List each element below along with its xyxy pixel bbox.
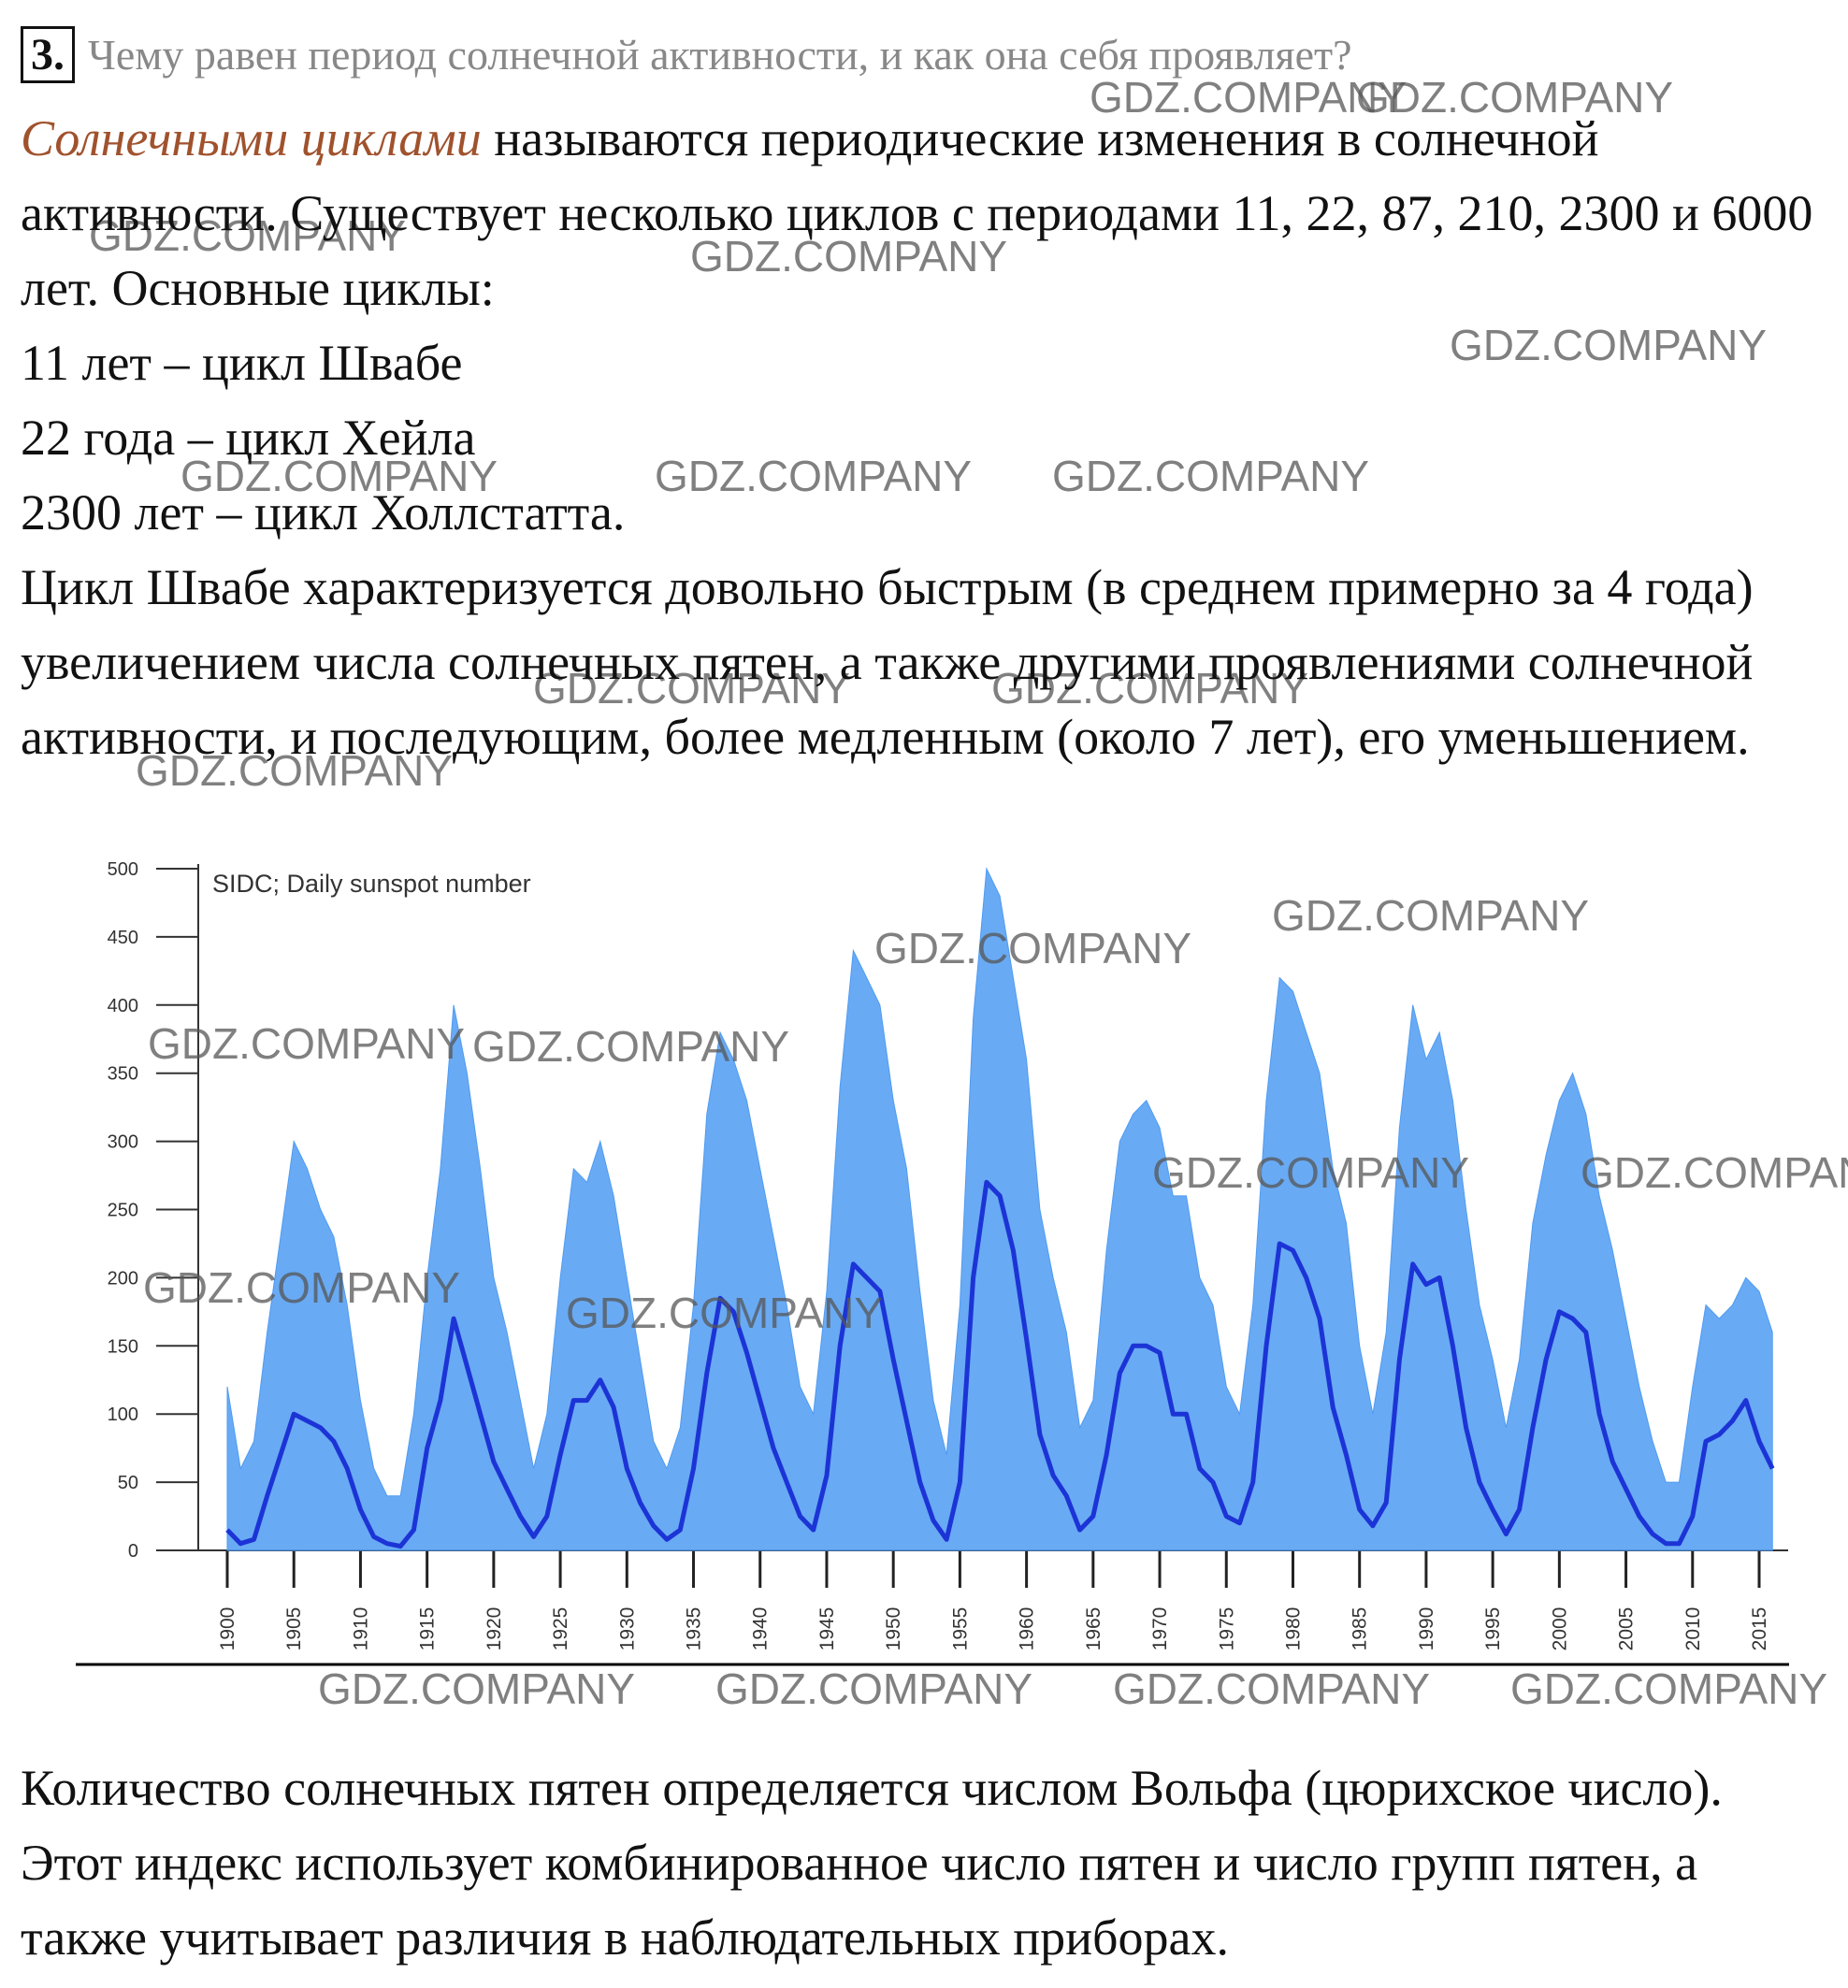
watermark: GDZ.COMPANY: [1272, 891, 1589, 940]
watermark: GDZ.COMPANY: [318, 1664, 635, 1713]
x-tick-label: 2010: [1682, 1607, 1704, 1651]
x-tick-label: 1955: [949, 1607, 971, 1651]
question-text: Чему равен период солнечной активности, …: [88, 31, 1352, 79]
x-tick-label: 1980: [1282, 1607, 1304, 1651]
watermark: GDZ.COMPANY: [874, 924, 1191, 972]
paragraph: Цикл Швабе характеризуется довольно быст…: [21, 559, 1754, 765]
watermark: GDZ.COMPANY: [566, 1289, 883, 1337]
x-tick-label: 1905: [283, 1607, 305, 1651]
watermark: GDZ.COMPANY: [180, 452, 498, 500]
watermark: GDZ.COMPANY: [655, 452, 972, 500]
watermark: GDZ.COMPANY: [533, 664, 850, 713]
paragraph-text: называются периодические изменения в сол…: [21, 110, 1813, 316]
x-tick-label: 1960: [1017, 1607, 1038, 1651]
x-tick-label: 1950: [883, 1607, 904, 1651]
x-tick-label: 1900: [217, 1607, 238, 1651]
y-tick-label: 450: [108, 928, 138, 948]
watermark: GDZ.COMPANY: [136, 746, 453, 795]
paragraph: Солнечными циклами называются периодичес…: [21, 101, 1826, 325]
watermark: GDZ.COMPANY: [1510, 1664, 1827, 1713]
watermark: GDZ.COMPANY: [1581, 1148, 1848, 1197]
x-tick-label: 1910: [350, 1607, 371, 1651]
y-tick-label: 500: [108, 859, 138, 880]
x-tick-label: 1920: [484, 1607, 505, 1651]
x-tick-label: 1930: [616, 1607, 638, 1651]
y-tick-label: 300: [108, 1132, 138, 1153]
watermark: GDZ.COMPANY: [148, 1019, 465, 1068]
x-tick-label: 2015: [1749, 1607, 1770, 1651]
watermark: GDZ.COMPANY: [715, 1664, 1032, 1713]
x-tick-label: 1985: [1350, 1607, 1371, 1651]
smoothed-line: [225, 1179, 1775, 1549]
watermark: GDZ.COMPANY: [1450, 321, 1767, 369]
chart-title: SIDC; Daily sunspot number: [212, 870, 531, 898]
x-tick-label: 1990: [1416, 1607, 1437, 1651]
paragraph: 22 года – цикл Хейла: [21, 410, 476, 466]
watermark: GDZ.COMPANY: [1052, 452, 1369, 500]
paragraph: 11 лет – цикл Швабе: [21, 335, 463, 391]
y-tick-label: 150: [108, 1336, 138, 1357]
y-tick-label: 400: [108, 996, 138, 1016]
x-tick-label: 1945: [816, 1607, 838, 1651]
question: 3. Чему равен период солнечной активност…: [21, 26, 1352, 83]
question-number: 3.: [21, 26, 75, 83]
daily-area: [226, 867, 1773, 1551]
y-tick-label: 0: [128, 1541, 138, 1562]
watermark: GDZ.COMPANY: [1113, 1664, 1430, 1713]
x-tick-label: 1995: [1482, 1607, 1504, 1651]
term: Солнечными циклами: [21, 110, 482, 166]
watermark: GDZ.COMPANY: [1152, 1148, 1469, 1197]
x-tick-label: 1935: [684, 1607, 705, 1651]
x-tick-label: 1965: [1083, 1607, 1104, 1651]
y-tick-label: 250: [108, 1201, 138, 1221]
watermark: GDZ.COMPANY: [472, 1022, 789, 1071]
y-tick-label: 200: [108, 1268, 138, 1289]
watermark: GDZ.COMPANY: [89, 211, 406, 260]
watermark: GDZ.COMPANY: [143, 1263, 460, 1312]
watermark: GDZ.COMPANY: [991, 664, 1308, 713]
x-tick-label: 2000: [1549, 1607, 1570, 1651]
paragraph: 2300 лет – цикл Холлстатта.: [21, 484, 626, 540]
watermark: GDZ.COMPANY: [1356, 73, 1673, 122]
x-tick-label: 1975: [1216, 1607, 1237, 1651]
x-tick-label: 1940: [750, 1607, 772, 1651]
y-tick-label: 350: [108, 1064, 138, 1085]
x-tick-label: 2005: [1616, 1607, 1638, 1651]
watermark: GDZ.COMPANY: [690, 232, 1007, 281]
y-tick-label: 50: [118, 1473, 138, 1493]
x-tick-label: 1970: [1149, 1607, 1171, 1651]
watermark: GDZ.COMPANY: [1090, 73, 1407, 122]
y-tick-label: 100: [108, 1405, 138, 1425]
closing: Количество солнечных пятен определяется …: [21, 1760, 1723, 1966]
x-tick-label: 1915: [417, 1607, 439, 1651]
x-tick-label: 1925: [550, 1607, 571, 1651]
